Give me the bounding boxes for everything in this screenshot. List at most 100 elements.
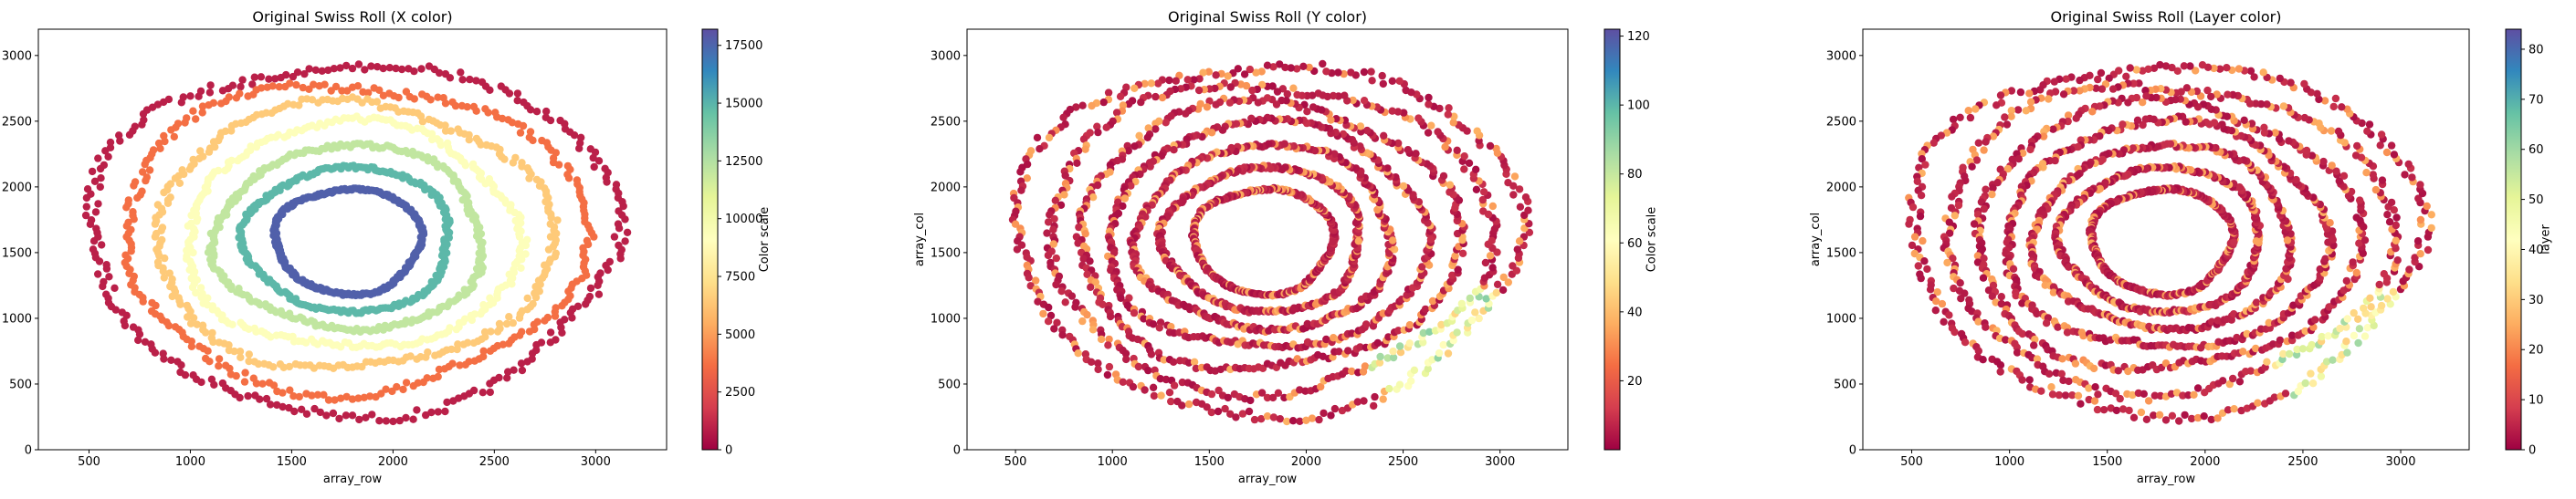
data-point <box>1252 68 1260 77</box>
data-point <box>1088 326 1098 334</box>
data-point <box>1087 358 1096 366</box>
data-point <box>1347 68 1355 77</box>
data-point <box>2375 280 2383 289</box>
data-point <box>1327 116 1335 124</box>
data-point <box>1379 79 1388 88</box>
data-point <box>2045 369 2054 378</box>
data-point <box>2030 341 2038 349</box>
data-point <box>1504 278 1513 286</box>
data-point <box>2352 213 2360 222</box>
data-point <box>204 294 212 302</box>
data-point <box>2007 112 2015 120</box>
data-point <box>156 144 164 152</box>
data-point <box>1195 75 1204 83</box>
data-point <box>1315 415 1323 424</box>
data-point <box>1360 97 1369 105</box>
data-point <box>2009 265 2018 273</box>
data-point <box>429 155 438 163</box>
data-point <box>1980 146 1988 154</box>
data-point <box>181 370 190 379</box>
data-point <box>2279 102 2288 110</box>
data-point <box>1389 347 1397 356</box>
data-point <box>1402 86 1410 95</box>
data-point <box>94 200 102 208</box>
data-point <box>2327 127 2336 135</box>
data-point <box>456 361 464 369</box>
data-point <box>2308 340 2316 349</box>
data-point <box>552 304 560 312</box>
y-tick-label: 3000 <box>931 49 961 63</box>
data-point <box>1917 274 1925 283</box>
data-point <box>2139 99 2147 107</box>
data-point <box>486 388 494 397</box>
data-point <box>2300 113 2309 122</box>
data-point <box>2207 415 2215 424</box>
data-point <box>269 363 278 371</box>
data-point <box>1486 141 1495 151</box>
data-point <box>416 238 426 246</box>
data-point <box>2408 173 2416 182</box>
data-point <box>1091 278 1100 286</box>
data-point <box>1043 229 1051 237</box>
data-point <box>184 313 192 321</box>
data-point <box>553 216 562 224</box>
data-point <box>402 413 410 422</box>
data-point <box>586 145 594 153</box>
data-point <box>111 306 120 314</box>
data-point <box>1207 390 1216 399</box>
data-point <box>2349 258 2357 266</box>
data-point <box>1465 159 1474 167</box>
data-point <box>1125 99 1133 109</box>
data-point <box>189 107 197 115</box>
data-point <box>1414 114 1423 122</box>
data-point <box>1916 212 1925 221</box>
data-point <box>2287 331 2297 339</box>
data-point <box>161 254 169 263</box>
data-point <box>402 88 411 96</box>
data-point <box>1943 258 1951 267</box>
data-point <box>1360 68 1369 77</box>
colorbar-tick-label: 17500 <box>725 39 762 53</box>
data-point <box>2331 94 2340 103</box>
data-point <box>2192 67 2200 75</box>
data-point <box>1105 335 1113 344</box>
data-point <box>2354 315 2362 323</box>
data-point <box>2285 349 2294 359</box>
data-point <box>2074 391 2083 400</box>
data-point <box>2003 164 2013 173</box>
x-tick-label: 1000 <box>1098 455 1128 469</box>
data-point <box>1158 93 1167 102</box>
data-point <box>2279 349 2287 359</box>
data-point <box>472 134 481 143</box>
data-point <box>1274 389 1283 397</box>
data-point <box>1400 109 1408 117</box>
data-point <box>342 61 351 70</box>
data-point <box>127 247 135 255</box>
data-point <box>2246 367 2255 375</box>
data-point <box>1104 88 1113 97</box>
data-point <box>2172 389 2182 397</box>
data-point <box>1288 417 1298 425</box>
data-point <box>94 154 102 162</box>
data-point <box>1250 415 1259 424</box>
data-point <box>1515 237 1524 245</box>
data-point <box>1394 327 1403 335</box>
data-point <box>171 174 180 182</box>
data-point <box>538 136 546 145</box>
data-point <box>1920 257 1929 265</box>
data-point <box>2175 417 2183 425</box>
data-point <box>1356 343 1364 351</box>
data-point <box>2085 395 2093 404</box>
y-tick-label: 1500 <box>931 246 961 260</box>
data-point <box>1072 103 1080 111</box>
data-point <box>195 154 204 162</box>
data-point <box>2383 295 2392 303</box>
data-point <box>367 62 375 70</box>
data-point <box>379 91 388 100</box>
data-point <box>336 64 344 72</box>
data-point <box>2280 162 2288 171</box>
data-point <box>183 246 191 255</box>
data-point <box>2180 62 2188 70</box>
x-tick-label: 2500 <box>1388 455 1418 469</box>
data-point <box>151 233 160 241</box>
